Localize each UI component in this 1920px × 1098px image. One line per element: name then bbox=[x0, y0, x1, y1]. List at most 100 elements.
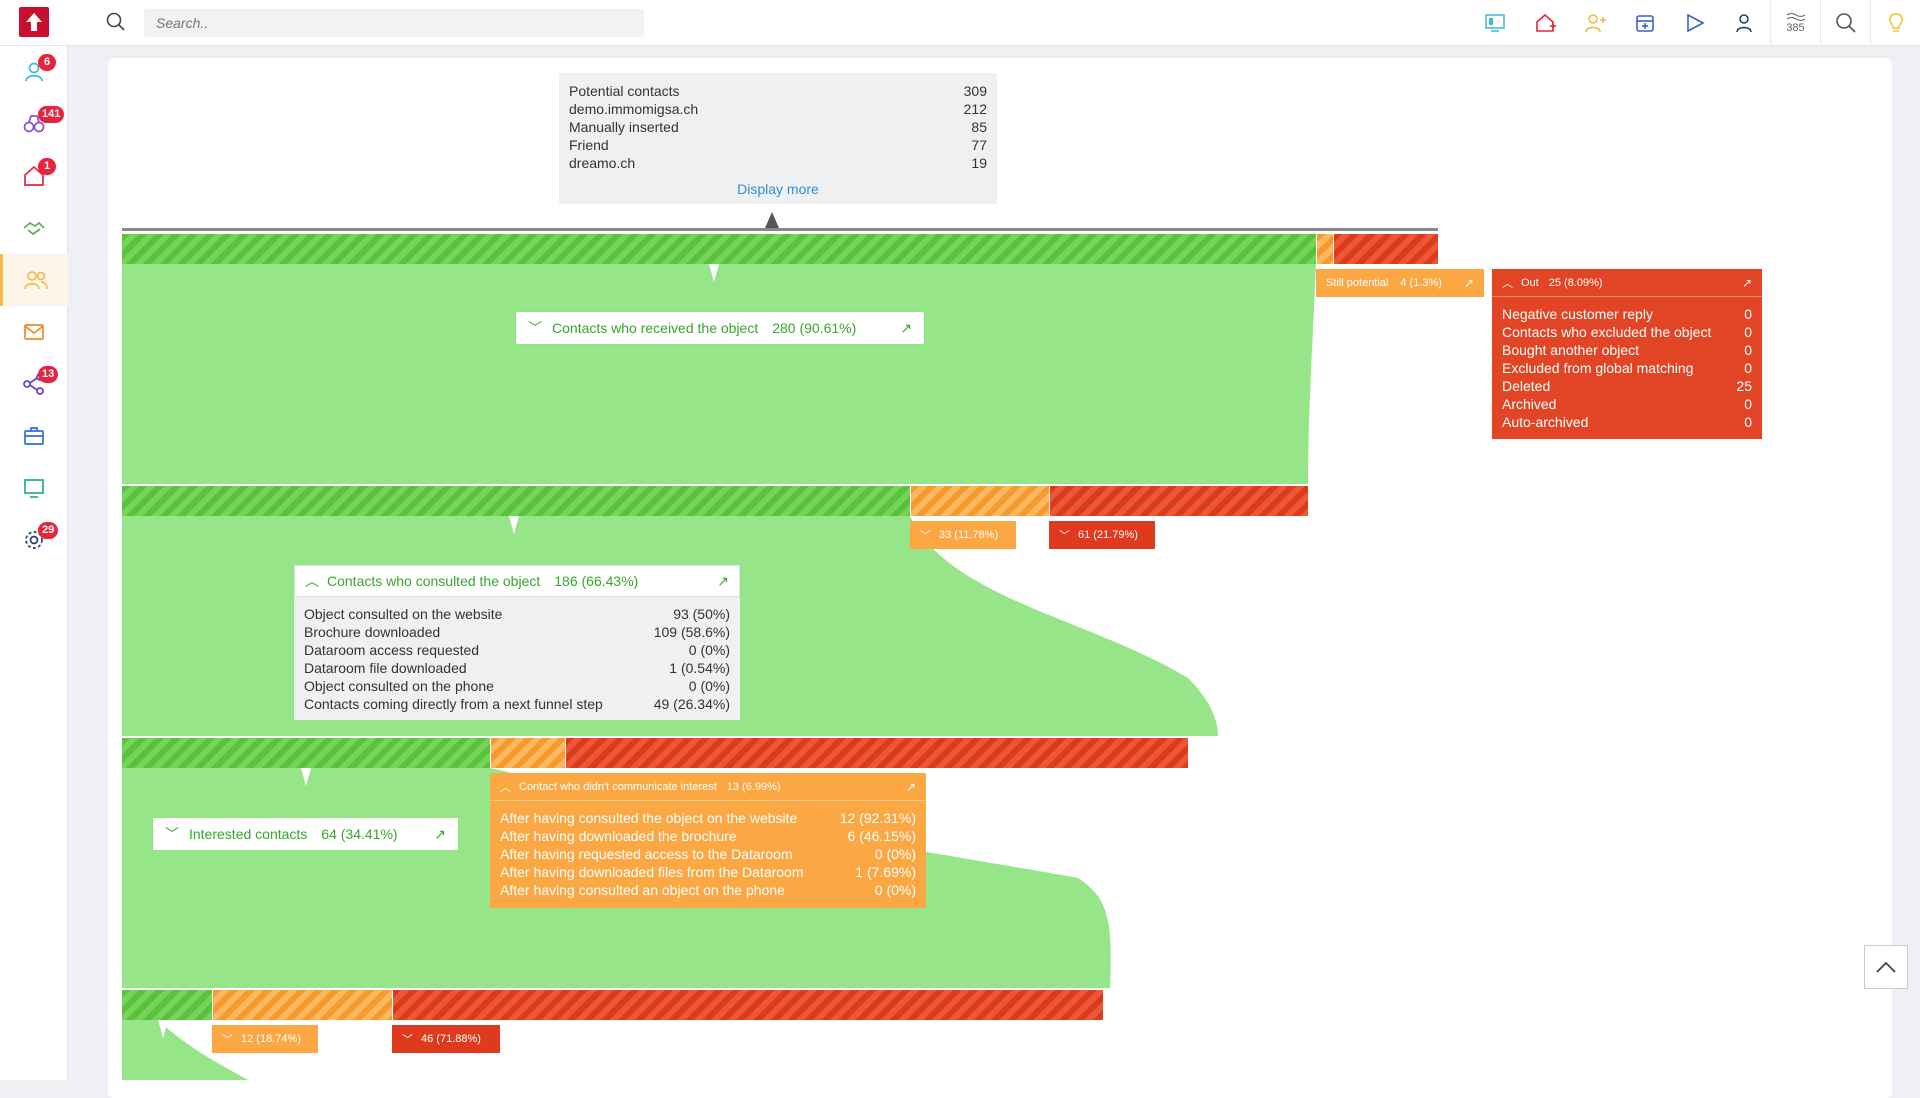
received-orange-tag[interactable]: ﹀ 33 (11.78%) bbox=[910, 521, 1016, 549]
add-object-icon[interactable] bbox=[1520, 0, 1570, 46]
arrow-down-icon bbox=[709, 264, 719, 282]
no-interest-row: After having downloaded files from the D… bbox=[500, 864, 916, 880]
out-header[interactable]: ︿ Out 25 (8.09%) ↗ bbox=[1492, 269, 1762, 297]
add-contact-icon[interactable] bbox=[1570, 0, 1620, 46]
out-row: Excluded from global matching 0 bbox=[1502, 360, 1752, 376]
potential-row: Potential contacts 309 bbox=[569, 83, 987, 99]
chevron-up-icon bbox=[1876, 961, 1896, 973]
out-detail-box: ︿ Out 25 (8.09%) ↗ Negative customer rep… bbox=[1492, 269, 1762, 439]
out-bar bbox=[1334, 234, 1438, 264]
no-interest-detail-box: ︿ Contact who didn't communicate interes… bbox=[490, 773, 926, 908]
received-bar bbox=[122, 234, 1316, 264]
consulted-row: Brochure downloaded 109 (58.6%) bbox=[304, 624, 730, 640]
received-step-label[interactable]: ﹀ Contacts who received the object 280 (… bbox=[516, 312, 924, 344]
chevron-down-icon[interactable]: ﹀ bbox=[165, 826, 179, 842]
sidebar-item-screen[interactable] bbox=[0, 462, 68, 514]
arrow-down-icon bbox=[509, 516, 519, 534]
consulted-bar bbox=[122, 486, 910, 516]
no-interest-header[interactable]: ︿ Contact who didn't communicate interes… bbox=[490, 773, 926, 801]
sidebar-item-people[interactable] bbox=[0, 254, 68, 306]
external-link-icon[interactable]: ↗ bbox=[1463, 276, 1474, 290]
chevron-down-icon[interactable]: ﹀ bbox=[402, 1034, 413, 1046]
interested-bar bbox=[122, 738, 490, 768]
no-interest-row: After having downloaded the brochure 6 (4… bbox=[500, 828, 916, 844]
calendar-add-icon[interactable] bbox=[1620, 0, 1670, 46]
home-icon bbox=[26, 13, 42, 31]
arrow-down-icon bbox=[301, 768, 311, 786]
monitor-icon bbox=[24, 479, 44, 498]
potential-bar bbox=[122, 228, 1438, 231]
send-icon[interactable] bbox=[1670, 0, 1720, 46]
consulted-red-bar bbox=[566, 738, 1188, 768]
external-link-icon[interactable]: ↗ bbox=[1741, 275, 1752, 290]
scroll-top-button[interactable] bbox=[1864, 945, 1908, 989]
out-row: Contacts who excluded the object 0 bbox=[1502, 324, 1752, 340]
consulted-row: Dataroom file downloaded 1 (0.54%) bbox=[304, 660, 730, 676]
chevron-down-icon[interactable]: ﹀ bbox=[1059, 530, 1070, 542]
sidebar-item-handshake[interactable] bbox=[0, 202, 68, 254]
external-link-icon[interactable]: ↗ bbox=[900, 319, 912, 336]
counter-widget[interactable]: 385 bbox=[1770, 0, 1820, 46]
search-icon[interactable] bbox=[106, 12, 126, 32]
consulted-orange-bar bbox=[491, 738, 565, 768]
chevron-down-icon[interactable]: ﹀ bbox=[222, 1034, 233, 1046]
sidebar: 6 141 1 13 29 bbox=[0, 46, 68, 1080]
chevron-up-icon[interactable]: ︿ bbox=[1502, 277, 1513, 290]
lightbulb-icon[interactable] bbox=[1870, 0, 1920, 46]
potential-contacts-box: Potential contacts 309 demo.immomigsa.ch 2… bbox=[559, 73, 997, 204]
out-row: Deleted 25 bbox=[1502, 378, 1752, 394]
chevron-up-icon[interactable]: ︿ bbox=[305, 573, 319, 589]
interested-red-bar bbox=[393, 990, 1103, 1020]
sidebar-item-mail[interactable] bbox=[0, 306, 68, 358]
flow-next bbox=[122, 1020, 248, 1080]
interested-red-tag[interactable]: ﹀ 46 (71.88%) bbox=[392, 1025, 500, 1053]
objects-badge: 1 bbox=[38, 158, 56, 175]
sidebar-item-share[interactable]: 13 bbox=[0, 358, 68, 410]
dashboard-icon[interactable] bbox=[1470, 0, 1520, 46]
still-potential-bar bbox=[1317, 234, 1333, 264]
received-red-tag[interactable]: ﹀ 61 (21.79%) bbox=[1049, 521, 1155, 549]
waves-icon bbox=[1786, 12, 1805, 22]
mail-icon bbox=[24, 324, 44, 340]
source-row: Friend 77 bbox=[569, 137, 987, 153]
still-potential-tag[interactable]: Still potential 4 (1.3%) ↗ bbox=[1316, 269, 1484, 297]
sidebar-item-matching[interactable]: 141 bbox=[0, 98, 68, 150]
out-row: Bought another object 0 bbox=[1502, 342, 1752, 358]
house-icon bbox=[24, 165, 44, 186]
sidebar-item-settings[interactable]: 29 bbox=[0, 514, 68, 566]
consulted-row: Object consulted on the website 93 (50%) bbox=[304, 606, 730, 622]
external-link-icon[interactable]: ↗ bbox=[905, 779, 916, 794]
source-row: demo.immomigsa.ch 212 bbox=[569, 101, 987, 117]
external-link-icon[interactable]: ↗ bbox=[434, 825, 446, 842]
top-bar: 385 bbox=[0, 0, 1920, 46]
chevron-down-icon[interactable]: ﹀ bbox=[528, 320, 542, 336]
global-search-icon[interactable] bbox=[1820, 0, 1870, 46]
home-logo[interactable] bbox=[19, 7, 49, 37]
interested-orange-tag[interactable]: ﹀ 12 (18.74%) bbox=[212, 1025, 318, 1053]
no-interest-row: After having requested access to the Dat… bbox=[500, 846, 916, 862]
received-red-bar bbox=[1050, 486, 1308, 516]
chevron-down-icon[interactable]: ﹀ bbox=[920, 530, 931, 542]
briefcase-icon bbox=[24, 427, 44, 445]
sidebar-item-objects[interactable]: 1 bbox=[0, 150, 68, 202]
share-badge: 13 bbox=[38, 366, 59, 383]
counter-value: 385 bbox=[1786, 22, 1805, 34]
out-row: Archived 0 bbox=[1502, 396, 1752, 412]
consulted-header[interactable]: ︿ Contacts who consulted the object 186 … bbox=[294, 565, 740, 597]
chevron-up-icon[interactable]: ︿ bbox=[500, 781, 511, 794]
no-interest-row: After having consulted an object on the … bbox=[500, 882, 916, 898]
consulted-row: Object consulted on the phone 0 (0%) bbox=[304, 678, 730, 694]
display-more-link[interactable]: Display more bbox=[737, 181, 819, 197]
consulted-row: Contacts coming directly from a next fun… bbox=[304, 696, 730, 712]
gear-icon bbox=[25, 531, 43, 549]
person-icon bbox=[25, 62, 43, 82]
sidebar-item-contacts[interactable]: 6 bbox=[0, 46, 68, 98]
no-interest-row: After having consulted the object on the… bbox=[500, 810, 916, 826]
flow-received bbox=[122, 264, 1316, 484]
external-link-icon[interactable]: ↗ bbox=[717, 572, 729, 589]
user-settings-icon[interactable] bbox=[1720, 0, 1770, 46]
search-input[interactable] bbox=[144, 9, 644, 37]
interested-step-label[interactable]: ﹀ Interested contacts 64 (34.41%) ↗ bbox=[153, 818, 458, 850]
funnel-card: Potential contacts 309 demo.immomigsa.ch 2… bbox=[108, 58, 1892, 1098]
sidebar-item-briefcase[interactable] bbox=[0, 410, 68, 462]
